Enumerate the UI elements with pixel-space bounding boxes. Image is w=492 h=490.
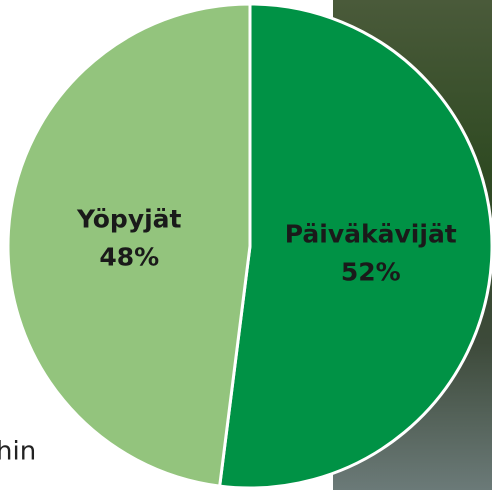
slice-label: Yöpyjät xyxy=(76,204,182,233)
slice-label: Päiväkävijät xyxy=(285,220,457,249)
slice-value-label: 48% xyxy=(99,242,159,271)
slice-value-label: 52% xyxy=(341,258,401,287)
background-text: hin xyxy=(0,437,36,467)
pie: Päiväkävijät 52% Yöpyjät 48% xyxy=(6,2,492,490)
pie-slice xyxy=(218,2,492,490)
pie-slice xyxy=(6,2,252,488)
